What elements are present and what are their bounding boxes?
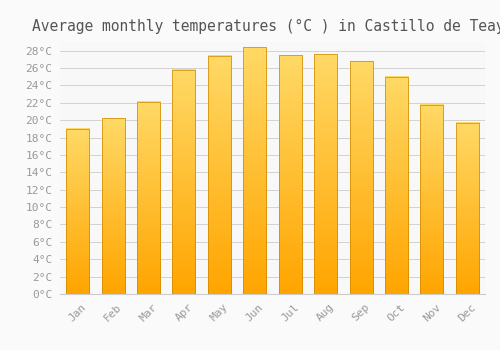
Bar — [278, 55, 301, 294]
Bar — [208, 56, 231, 294]
Bar — [456, 123, 479, 294]
Bar — [385, 77, 408, 294]
Bar — [244, 47, 266, 294]
Bar — [350, 61, 372, 294]
Bar — [172, 70, 196, 294]
Bar — [66, 129, 89, 294]
Bar — [420, 105, 444, 294]
Bar — [137, 102, 160, 294]
Title: Average monthly temperatures (°C ) in Castillo de Teayo: Average monthly temperatures (°C ) in Ca… — [32, 19, 500, 34]
Bar — [314, 54, 337, 294]
Bar — [102, 118, 124, 294]
